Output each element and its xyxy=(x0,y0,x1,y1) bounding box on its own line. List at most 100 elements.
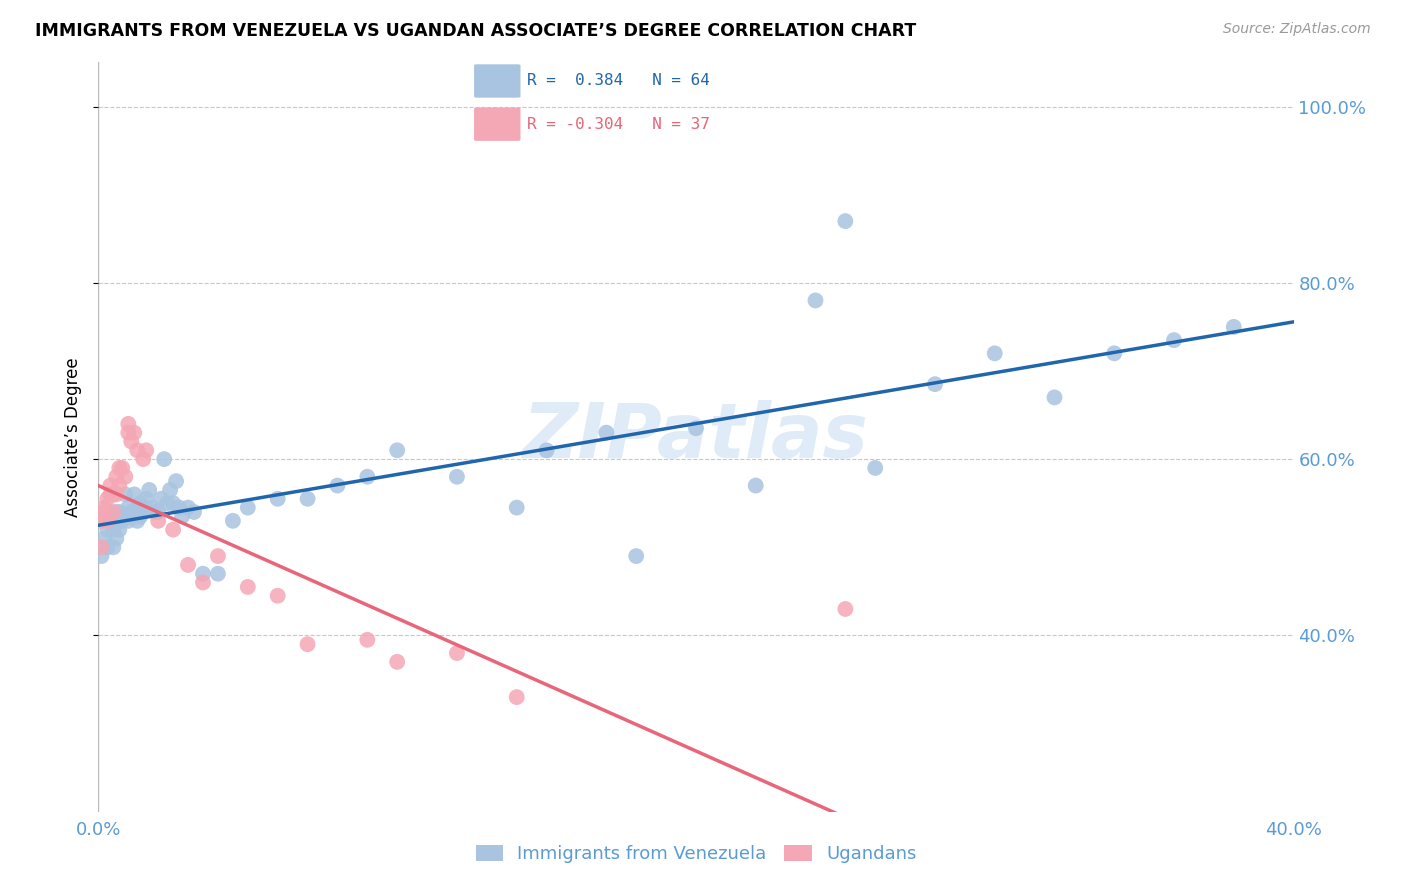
Point xyxy=(132,505,155,519)
Point xyxy=(162,523,184,537)
Text: Source: ZipAtlas.com: Source: ZipAtlas.com xyxy=(1223,22,1371,37)
Point xyxy=(148,514,170,528)
Point xyxy=(117,500,139,515)
Point xyxy=(297,637,319,651)
Point xyxy=(1043,391,1066,405)
Legend: Immigrants from Venezuela, Ugandans: Immigrants from Venezuela, Ugandans xyxy=(468,838,924,870)
Point xyxy=(93,505,115,519)
Point xyxy=(103,487,125,501)
Point xyxy=(98,487,122,501)
Point xyxy=(177,558,200,572)
Point xyxy=(446,646,468,660)
Point xyxy=(446,469,468,483)
Point xyxy=(114,469,136,483)
Point xyxy=(108,461,131,475)
Point xyxy=(90,549,112,563)
Point xyxy=(924,377,946,392)
Point xyxy=(124,425,146,440)
Point xyxy=(135,491,157,506)
Point xyxy=(207,566,229,581)
Point xyxy=(124,505,146,519)
Point xyxy=(117,514,139,528)
Point xyxy=(138,483,160,497)
Text: IMMIGRANTS FROM VENEZUELA VS UGANDAN ASSOCIATE’S DEGREE CORRELATION CHART: IMMIGRANTS FROM VENEZUELA VS UGANDAN ASS… xyxy=(35,22,917,40)
Point xyxy=(385,443,409,458)
Point xyxy=(135,443,157,458)
Point xyxy=(96,523,118,537)
Point xyxy=(685,421,707,435)
Point xyxy=(127,500,149,515)
Point xyxy=(143,505,166,519)
Point xyxy=(93,500,115,515)
Point xyxy=(114,487,136,501)
Point xyxy=(183,505,205,519)
Point xyxy=(207,549,229,563)
Point xyxy=(222,514,245,528)
Point xyxy=(865,461,887,475)
Point xyxy=(356,469,378,483)
Point xyxy=(129,509,152,524)
Point xyxy=(162,496,184,510)
Point xyxy=(132,500,155,515)
Point xyxy=(165,474,187,488)
Point xyxy=(536,443,558,458)
FancyBboxPatch shape xyxy=(474,108,520,141)
Point xyxy=(132,452,155,467)
Point xyxy=(96,491,118,506)
Point xyxy=(236,500,259,515)
Point xyxy=(745,478,768,492)
Point xyxy=(506,500,529,515)
Point xyxy=(108,478,131,492)
Point xyxy=(108,523,131,537)
Point xyxy=(98,478,122,492)
Point xyxy=(506,690,529,705)
Point xyxy=(267,491,290,506)
Point xyxy=(159,483,181,497)
Point xyxy=(96,541,118,555)
Point xyxy=(595,425,617,440)
Point xyxy=(191,575,214,590)
Point xyxy=(93,532,115,546)
Point xyxy=(148,505,170,519)
Point xyxy=(103,541,125,555)
Point xyxy=(1104,346,1126,360)
Point xyxy=(141,500,163,515)
Point xyxy=(267,589,290,603)
Point xyxy=(834,214,856,228)
Y-axis label: Associate’s Degree: Associate’s Degree xyxy=(65,358,83,516)
Point xyxy=(150,491,173,506)
Point xyxy=(191,566,214,581)
Point xyxy=(297,491,319,506)
Point xyxy=(1163,333,1185,347)
Point xyxy=(105,532,128,546)
Point xyxy=(127,514,149,528)
Text: ZIPatlas: ZIPatlas xyxy=(523,401,869,474)
Point xyxy=(834,602,856,616)
Point xyxy=(156,496,179,510)
Point xyxy=(96,514,118,528)
Point xyxy=(326,478,349,492)
Point xyxy=(167,500,190,515)
Point xyxy=(120,505,142,519)
Point xyxy=(103,523,125,537)
Point xyxy=(124,487,146,501)
Point xyxy=(111,514,134,528)
Point xyxy=(153,452,176,467)
Text: R =  0.384   N = 64: R = 0.384 N = 64 xyxy=(527,73,710,88)
Point xyxy=(105,505,128,519)
Point xyxy=(90,541,112,555)
Point xyxy=(172,509,194,524)
Point xyxy=(90,514,112,528)
Point xyxy=(98,514,122,528)
Point xyxy=(129,496,152,510)
Point xyxy=(385,655,409,669)
Point xyxy=(127,443,149,458)
Point xyxy=(1223,319,1246,334)
Point xyxy=(626,549,648,563)
Point xyxy=(108,505,131,519)
Point xyxy=(105,487,128,501)
Point xyxy=(356,632,378,647)
FancyBboxPatch shape xyxy=(474,64,520,98)
Point xyxy=(117,417,139,431)
Point xyxy=(103,505,125,519)
